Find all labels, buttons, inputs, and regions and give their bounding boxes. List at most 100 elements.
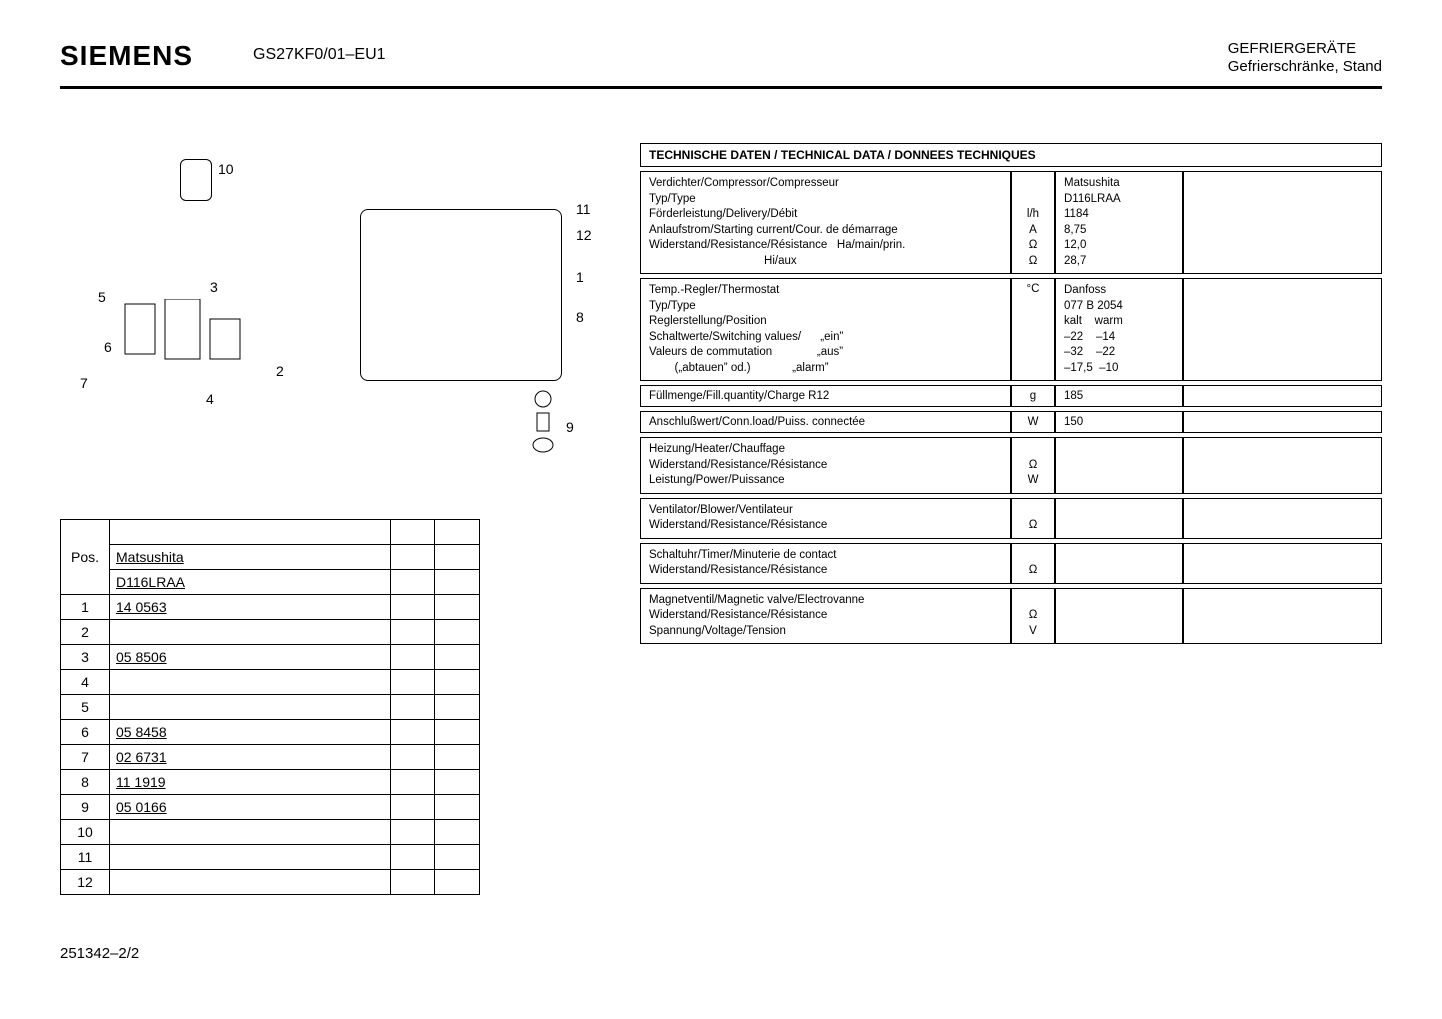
parts-cell [110,520,391,545]
pos-cell: 1 [61,595,110,620]
left-column: 10 11 12 1 8 9 5 6 7 3 2 4 Pos. Matsushi… [60,139,580,895]
valve-u3: V [1020,624,1046,640]
empty-cell [1183,543,1382,584]
table-row: 2 [61,620,480,645]
table-row: 5 [61,695,480,720]
header-rule [60,86,1382,89]
diagram-part [180,159,212,201]
empty-cell [1183,385,1382,407]
parts-cell [435,570,480,595]
parts-cell [390,545,435,570]
valve-u2: Ω [1020,608,1046,624]
callout-11: 11 [576,201,591,217]
fan-labels: Ventilator/Blower/Ventilateur Widerstand… [640,498,1011,539]
tech-title: TECHNISCHE DATEN / TECHNICAL DATA / DONN… [640,143,1382,167]
pos-cell: 10 [61,820,110,845]
parts-cell [390,870,435,895]
part-number-cell [110,845,391,870]
header-right: GEFRIERGERÄTE Gefrierschränke, Stand [1228,40,1382,76]
table-row: 811 1919 [61,770,480,795]
callout-5: 5 [98,289,106,305]
timer-units: Ω [1011,543,1055,584]
tech-fan-row: Ventilator/Blower/Ventilateur Widerstand… [640,498,1382,539]
empty-cell [1183,588,1382,645]
part-number-cell [110,870,391,895]
pos-cell: 11 [61,845,110,870]
feet-icon [530,389,556,459]
conn-value: 150 [1055,411,1183,433]
parts-cell [435,845,480,870]
diagram-compressor [360,209,562,381]
empty-cell [1055,588,1183,645]
timer-l1: Schaltuhr/Timer/Minuterie de contact [649,548,1002,564]
parts-cell [390,745,435,770]
empty-cell [1183,498,1382,539]
category-line1: GEFRIERGERÄTE [1228,40,1382,58]
parts-blank-row: Pos. [61,520,480,545]
compressor-labels: Verdichter/Compressor/CompresseurTyp/Typ… [640,171,1011,274]
part-number-cell [110,670,391,695]
heater-u2: Ω [1020,458,1046,474]
pos-cell: 6 [61,720,110,745]
table-row: 905 0166 [61,795,480,820]
page-footer: 251342–2/2 [60,945,1382,962]
fill-label: Füllmenge/Fill.quantity/Charge R12 [640,385,1011,407]
table-row: 702 6731 [61,745,480,770]
table-row: 4 [61,670,480,695]
empty-cell [1183,278,1382,381]
parts-cell [435,520,480,545]
tech-compressor-row: Verdichter/Compressor/CompresseurTyp/Typ… [640,171,1382,274]
callout-8: 8 [576,309,584,325]
callout-2: 2 [276,363,284,379]
fill-value: 185 [1055,385,1183,407]
empty-cell [1183,411,1382,433]
heater-l3: Leistung/Power/Puissance [649,473,1002,489]
parts-header-row: D116LRAA [61,570,480,595]
part-number-cell: 11 1919 [110,770,391,795]
tech-valve-row: Magnetventil/Magnetic valve/Electrovanne… [640,588,1382,645]
table-row: 11 [61,845,480,870]
thermostat-unit: °C [1011,278,1055,381]
pos-cell: 9 [61,795,110,820]
part-number-cell: 14 0563 [110,595,391,620]
pos-cell: 8 [61,770,110,795]
parts-cell [435,745,480,770]
parts-cell [435,595,480,620]
table-row: 10 [61,820,480,845]
parts-cell [435,795,480,820]
parts-cell [390,720,435,745]
part-number-cell [110,695,391,720]
parts-cell [435,820,480,845]
callout-3: 3 [210,279,218,295]
parts-cell [435,645,480,670]
header-left: SIEMENS GS27KF0/01–EU1 [60,40,386,72]
parts-cell [390,845,435,870]
valve-l3: Spannung/Voltage/Tension [649,624,1002,640]
timer-labels: Schaltuhr/Timer/Minuterie de contact Wid… [640,543,1011,584]
callout-6: 6 [104,339,112,355]
callout-12: 12 [576,227,592,243]
heater-units: Ω W [1011,437,1055,494]
fan-l2: Widerstand/Resistance/Résistance [649,518,1002,534]
parts-cell [390,520,435,545]
heater-labels: Heizung/Heater/Chauffage Widerstand/Resi… [640,437,1011,494]
conn-label: Anschlußwert/Conn.load/Puiss. connectée [640,411,1011,433]
heater-l2: Widerstand/Resistance/Résistance [649,458,1002,474]
brand-logo: SIEMENS [60,40,193,72]
heater-u3: W [1020,473,1046,489]
model-number: GS27KF0/01–EU1 [253,46,386,64]
valve-units: Ω V [1011,588,1055,645]
parts-cell [435,770,480,795]
fan-units: Ω [1011,498,1055,539]
parts-cell [390,670,435,695]
pos-cell: 12 [61,870,110,895]
empty-cell [1055,437,1183,494]
parts-cell [390,570,435,595]
parts-cell [390,595,435,620]
content: 10 11 12 1 8 9 5 6 7 3 2 4 Pos. Matsushi… [60,139,1382,895]
right-column: TECHNISCHE DATEN / TECHNICAL DATA / DONN… [640,139,1382,648]
parts-cell [435,670,480,695]
pos-header: Pos. [61,520,110,595]
conn-unit: W [1011,411,1055,433]
tech-fill-row: Füllmenge/Fill.quantity/Charge R12 g 185 [640,385,1382,407]
